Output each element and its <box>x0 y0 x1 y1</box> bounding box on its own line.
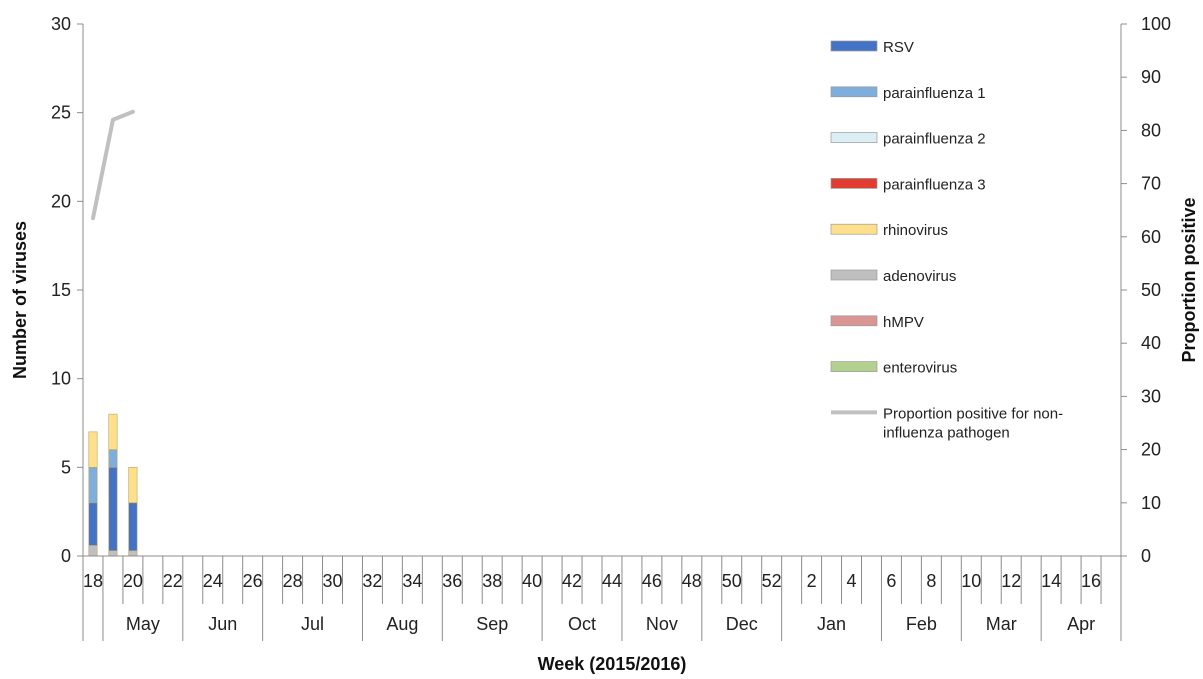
y-tick-label: 15 <box>51 280 71 300</box>
week-tick-label: 36 <box>442 571 462 591</box>
month-label: May <box>126 614 160 634</box>
y2-tick-label: 60 <box>1141 227 1161 247</box>
bar-segment <box>128 502 138 551</box>
legend-label: Proportion positive for non- <box>883 405 1063 422</box>
legend: RSV parainfluenza 1 parainfluenza 2 parainf… <box>830 39 1063 441</box>
month-label: Mar <box>986 614 1017 634</box>
legend-label: hMPV <box>883 314 924 331</box>
month-label: Apr <box>1067 614 1095 634</box>
bar-segment <box>108 467 118 551</box>
week-tick-label: 28 <box>283 571 303 591</box>
week-tick-label: 22 <box>163 571 183 591</box>
bars-layer <box>88 413 138 557</box>
week-tick-label: 34 <box>402 571 422 591</box>
y-tick-label: 0 <box>61 546 71 566</box>
week-tick-label: 46 <box>642 571 662 591</box>
week-tick-label: 52 <box>762 571 782 591</box>
y2-tick-label: 40 <box>1141 333 1161 353</box>
month-label: Oct <box>568 614 596 634</box>
month-label: Jan <box>817 614 846 634</box>
week-tick-label: 2 <box>807 571 817 591</box>
week-tick-label: 40 <box>522 571 542 591</box>
week-tick-label: 12 <box>1001 571 1021 591</box>
legend-label: influenza pathogen <box>883 424 1010 441</box>
week-tick-label: 42 <box>562 571 582 591</box>
legend-label: parainfluenza 1 <box>883 85 986 102</box>
y2-tick-label: 20 <box>1141 440 1161 460</box>
legend-label: parainfluenza 3 <box>883 176 986 193</box>
week-tick-label: 24 <box>203 571 223 591</box>
y-tick-label: 30 <box>51 14 71 34</box>
month-label: Nov <box>646 614 678 634</box>
y2-tick-label: 70 <box>1141 174 1161 194</box>
y2-tick-label: 0 <box>1141 546 1151 566</box>
bar-segment <box>128 467 138 504</box>
bar-segment <box>88 431 98 468</box>
legend-swatch <box>830 132 878 143</box>
legend-swatch <box>830 223 878 235</box>
y2-tick-label: 100 <box>1141 14 1171 34</box>
week-tick-label: 16 <box>1081 571 1101 591</box>
legend-swatch <box>830 86 878 98</box>
bar-segment <box>88 502 98 546</box>
y2-axis-title: Proportion positive <box>1179 197 1199 362</box>
legend-label: adenovirus <box>883 268 956 285</box>
y2-tick-label: 30 <box>1141 386 1161 406</box>
legend-swatch <box>830 178 878 189</box>
bar-segment <box>108 550 118 557</box>
month-label: Dec <box>726 614 758 634</box>
bar-segment <box>88 467 98 504</box>
week-tick-label: 50 <box>722 571 742 591</box>
legend-label: enterovirus <box>883 360 957 377</box>
legend-label: parainfluenza 2 <box>883 131 986 148</box>
week-tick-label: 26 <box>243 571 263 591</box>
week-tick-label: 8 <box>926 571 936 591</box>
y2-tick-label: 90 <box>1141 67 1161 87</box>
week-tick-label: 38 <box>482 571 502 591</box>
y-tick-label: 25 <box>51 103 71 123</box>
month-label: Sep <box>476 614 508 634</box>
week-tick-label: 10 <box>961 571 981 591</box>
month-label: Feb <box>906 614 937 634</box>
x-axis-title: Week (2015/2016) <box>538 654 687 674</box>
y-tick-label: 5 <box>61 457 71 477</box>
legend-swatch <box>830 315 878 327</box>
y-tick-label: 10 <box>51 369 71 389</box>
bar-segment <box>108 449 118 468</box>
week-tick-label: 14 <box>1041 571 1061 591</box>
week-tick-label: 6 <box>886 571 896 591</box>
y-tick-label: 20 <box>51 191 71 211</box>
bar-segment <box>88 545 98 557</box>
bar-segment <box>128 550 138 557</box>
legend-swatch <box>830 40 878 52</box>
legend-swatch <box>830 269 878 281</box>
week-tick-label: 44 <box>602 571 622 591</box>
line-layer <box>90 109 135 221</box>
week-tick-label: 20 <box>123 571 143 591</box>
legend-label: RSV <box>883 39 914 56</box>
month-label: Jun <box>208 614 237 634</box>
legend-label: rhinovirus <box>883 222 948 239</box>
y2-tick-label: 10 <box>1141 493 1161 513</box>
week-tick-label: 30 <box>323 571 343 591</box>
proportion-line <box>90 109 135 221</box>
month-label: Jul <box>301 614 324 634</box>
legend-swatch <box>830 361 878 372</box>
week-tick-label: 18 <box>83 571 103 591</box>
month-label: Aug <box>386 614 418 634</box>
week-tick-label: 4 <box>847 571 857 591</box>
y-axis-title: Number of viruses <box>10 221 30 379</box>
y2-tick-label: 80 <box>1141 120 1161 140</box>
y2-tick-label: 50 <box>1141 280 1161 300</box>
bar-segment <box>108 413 118 450</box>
week-tick-label: 48 <box>682 571 702 591</box>
week-tick-label: 32 <box>362 571 382 591</box>
